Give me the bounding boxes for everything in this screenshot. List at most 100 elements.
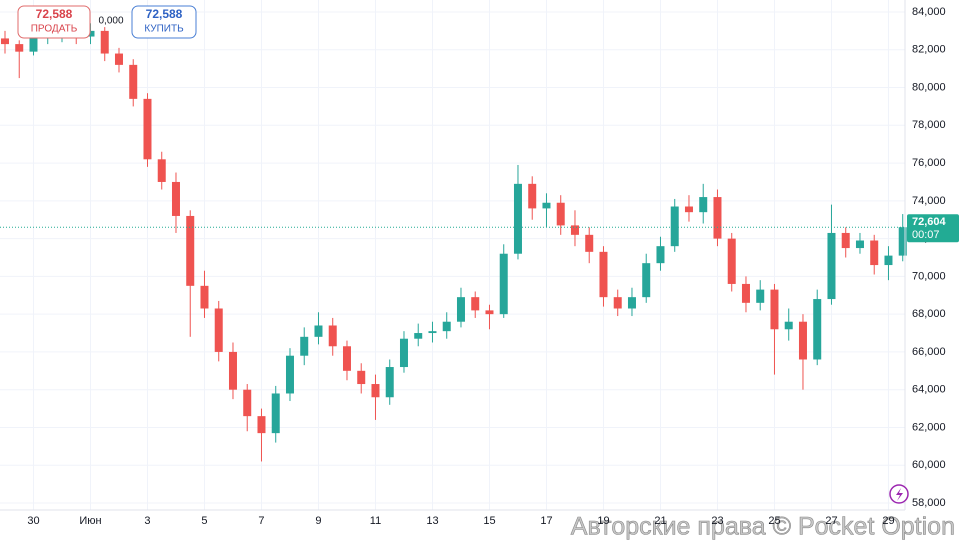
candle-body [186, 215, 195, 286]
candle-body [855, 240, 864, 249]
candle-body [542, 202, 551, 209]
x-tick-label: 19 [597, 515, 609, 527]
candle-body [471, 297, 480, 311]
y-tick-label: 80,000 [912, 81, 946, 93]
candle-body [86, 30, 95, 37]
sell-price: 72,588 [36, 7, 73, 21]
candle-body [414, 333, 423, 339]
y-tick-label: 68,000 [912, 308, 946, 320]
candle-body [456, 297, 465, 322]
buy-button[interactable]: 72,588 КУПИТЬ [131, 5, 197, 39]
x-tick-label: 21 [654, 515, 666, 527]
candle-body [371, 384, 380, 398]
candle-body [114, 53, 123, 65]
candle-body [300, 336, 309, 356]
sell-box[interactable] [17, 5, 91, 39]
y-tick-label: 62,000 [912, 421, 946, 433]
sell-button[interactable]: 72,588 ПРОДАТЬ [17, 5, 91, 39]
candle-body [357, 370, 366, 385]
alert-icon-bolt [896, 488, 903, 501]
x-tick-label: 30 [27, 515, 39, 527]
y-tick-label: 84,000 [912, 6, 946, 18]
x-tick-label: 27 [825, 515, 837, 527]
candle-body [898, 227, 907, 256]
candle-body [385, 367, 394, 398]
x-tick-label: 29 [882, 515, 894, 527]
buy-box[interactable] [131, 5, 197, 39]
candle-body [243, 389, 252, 417]
candle-body [756, 289, 765, 303]
y-tick-label: 64,000 [912, 384, 946, 396]
candle-body [585, 234, 594, 252]
candle-body [314, 325, 323, 337]
candle-body [642, 263, 651, 298]
candle-body [214, 308, 223, 352]
x-tick-label: 13 [426, 515, 438, 527]
candle-body [200, 285, 209, 309]
candle-body [684, 206, 693, 213]
candle-body [15, 44, 24, 52]
candle-body [257, 416, 266, 434]
buy-label: КУПИТЬ [144, 24, 184, 35]
candle-body [556, 202, 565, 226]
candle-body [841, 232, 850, 249]
candle-body [342, 346, 351, 371]
candle-body [157, 159, 166, 182]
candle-body [798, 321, 807, 360]
candle-body [129, 64, 138, 99]
y-tick-label: 76,000 [912, 157, 946, 169]
y-tick-label: 66,000 [912, 346, 946, 358]
candle-body [627, 297, 636, 309]
candle-body [670, 206, 679, 247]
candle-body [727, 238, 736, 284]
candle-body [143, 98, 152, 160]
candle-body [741, 283, 750, 303]
candle-body [0, 38, 9, 45]
x-tick-label: 23 [711, 515, 723, 527]
candle-body [656, 246, 665, 264]
candle-body [813, 299, 822, 360]
current-price-label: 72,604 [912, 216, 947, 228]
x-tick-label: 17 [540, 515, 552, 527]
candle-body [613, 297, 622, 309]
candle-body [528, 183, 537, 209]
candle-body [228, 351, 237, 390]
candle-body [827, 232, 836, 300]
candle-body [328, 325, 337, 347]
y-tick-label: 82,000 [912, 44, 946, 56]
y-tick-label: 78,000 [912, 119, 946, 131]
candle-body [513, 183, 522, 254]
candle-body [499, 253, 508, 315]
candle-body [870, 240, 879, 266]
candle-body [29, 38, 38, 52]
x-tick-label: Июн [79, 515, 101, 527]
candle-body [485, 310, 494, 315]
spread: 0,000 [98, 16, 123, 27]
x-tick-label: 3 [144, 515, 150, 527]
y-tick-label: 70,000 [912, 270, 946, 282]
candle-body [770, 289, 779, 330]
x-tick-label: 11 [370, 515, 381, 527]
candle-body [570, 225, 579, 235]
candle-body [171, 181, 180, 216]
x-tick-label: 15 [483, 515, 495, 527]
candle-body [713, 197, 722, 239]
candle-body [884, 255, 893, 266]
x-tick-label: 7 [258, 515, 264, 527]
candle-body [399, 338, 408, 368]
candle-body [599, 251, 608, 298]
candle-body [784, 321, 793, 330]
x-tick-label: 25 [768, 515, 780, 527]
buy-price: 72,588 [146, 7, 183, 21]
candle-body [285, 355, 294, 394]
y-tick-label: 60,000 [912, 459, 946, 471]
candle-body [699, 197, 708, 213]
candles [0, 23, 907, 462]
watermark: Авторские права © Pocket Option [571, 513, 955, 541]
x-tick-label: 5 [201, 515, 207, 527]
candle-body [442, 321, 451, 332]
candle-body [428, 331, 437, 334]
y-tick-label: 58,000 [912, 497, 946, 509]
